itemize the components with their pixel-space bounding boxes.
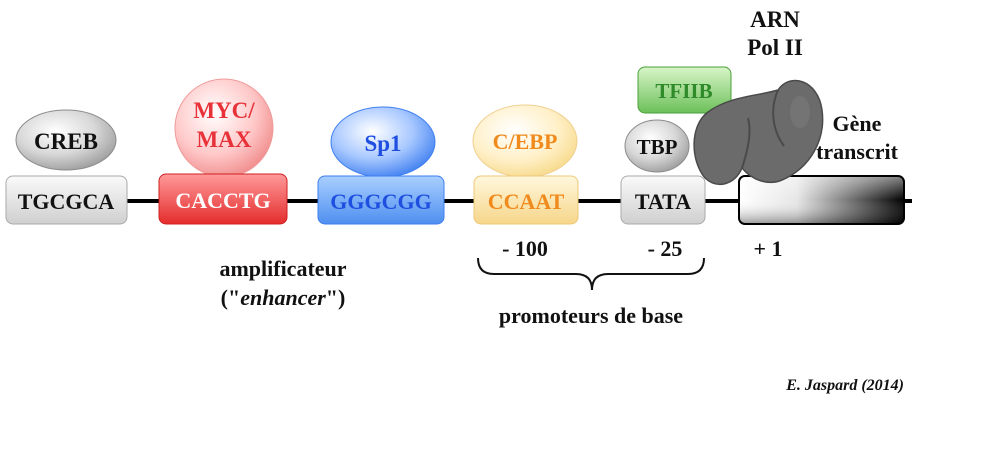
creb-factor — [15, 109, 117, 171]
gene-label-line2: transcrit — [816, 139, 899, 164]
myc-label-line1: MYC/ — [193, 98, 255, 123]
myc-label-line2: MAX — [197, 127, 252, 152]
enhancer-italic-word: enhancer — [240, 285, 326, 310]
ccaat-label: CCAAT — [488, 189, 565, 214]
tata-element — [620, 175, 706, 225]
cebp-label: C/EBP — [493, 129, 558, 154]
tata-label: TATA — [635, 189, 691, 214]
sp1-label: Sp1 — [364, 131, 401, 156]
position-minus-25: - 25 — [648, 236, 683, 261]
cacctg-element — [158, 173, 288, 225]
tgcgca-element — [5, 175, 128, 225]
enhancer-open-quote: (" — [221, 285, 241, 310]
position-minus-100: - 100 — [502, 236, 548, 261]
credit-label: E. Jaspard (2014) — [785, 377, 904, 394]
promoter-label: promoteurs de base — [499, 303, 683, 328]
tgcgca-label: TGCGCA — [18, 189, 115, 214]
gggcgg-element — [317, 175, 445, 225]
gggcgg-label: GGGCGG — [330, 189, 431, 214]
enhancer-label-line1: amplificateur — [219, 256, 346, 281]
enhancer-close-quote: ") — [326, 285, 346, 310]
polymerase-label-line2: Pol II — [747, 35, 803, 60]
tbp-label: TBP — [637, 135, 678, 159]
gene-bar-shade — [740, 177, 903, 223]
tbp-factor — [624, 119, 690, 173]
ccaat-element — [473, 175, 579, 225]
rna-polymerase-ii-highlight — [790, 96, 810, 128]
promoter-brace — [477, 257, 705, 291]
tfiib-label: TFIIB — [655, 79, 712, 103]
cacctg-label: CACCTG — [175, 188, 270, 213]
rna-polymerase-ii — [693, 79, 824, 186]
gene-label-line1: Gène — [833, 111, 882, 136]
position-plus-1: + 1 — [753, 236, 782, 261]
enhancer-label-line2: ("enhancer") — [221, 285, 346, 310]
polymerase-label-line1: ARN — [750, 7, 800, 32]
creb-label: CREB — [34, 129, 98, 154]
tfiib-factor — [637, 66, 732, 114]
rna-polymerase-ii-lobes — [741, 89, 785, 169]
